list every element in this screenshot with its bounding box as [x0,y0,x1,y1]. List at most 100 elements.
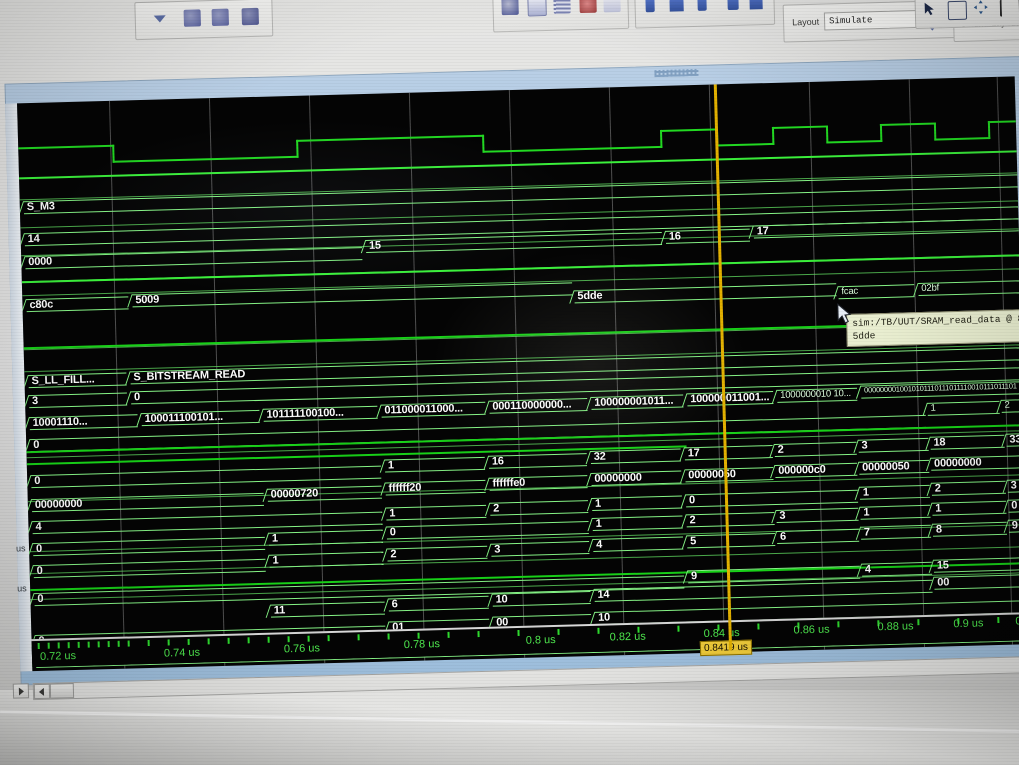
wave-bus-index-counter[interactable]: 0 [31,465,382,489]
bus-value: 15 [936,559,949,572]
wave-bus-index-counter[interactable]: 16 [488,453,588,469]
wave-bus-bitstream[interactable]: 100011100101... [141,409,260,427]
restart-icon[interactable] [501,0,519,16]
bus-value: 4 [596,538,603,551]
step-back-icon[interactable] [749,0,763,10]
wave-bus-burst-count[interactable]: 0 [685,489,859,508]
wave-bus-burst-count[interactable]: 1 [859,484,931,500]
window-grip-handle[interactable] [654,68,699,78]
wave-bus-sram-read-data[interactable]: 02bf [918,280,1019,297]
dropdown-arrow-icon[interactable] [153,15,166,23]
wave-bus-offset[interactable]: 000000c0 [775,462,858,478]
step-over-icon[interactable] [669,0,684,12]
wave-bus-ll-fill-state[interactable]: S_LL_FILL... [28,372,127,389]
wave-bus-enable-flag[interactable]: 2 [1001,399,1019,413]
wave-bus-fifo-level[interactable]: 00 [934,574,1019,590]
wave-bus-sram-read-data[interactable]: fcac [838,284,915,300]
wave-canvas[interactable]: S_M3 14 0000 15 16 17 c80c [17,76,1019,672]
wave-bus-index-counter[interactable]: 2 [774,441,857,457]
wave-bus-valid-flag[interactable]: 4 [861,561,933,577]
wave-bus-read-enable[interactable]: 1 [932,500,1007,516]
scroll-thumb[interactable] [49,683,75,699]
wave-bus-write-enable[interactable]: 1 [269,551,384,568]
bus-value: 1 [271,532,278,545]
wave-bus-bitstream[interactable]: 1000000010 10... [777,387,858,403]
compare-stop-icon[interactable] [211,8,229,27]
pan-mode-icon[interactable] [973,0,991,17]
step-out-icon[interactable] [697,0,707,11]
wave-bus-read-enable[interactable]: 0 [32,536,266,557]
wave-bus-offset[interactable]: 00000000 [31,492,264,513]
step-icon[interactable] [645,0,655,13]
wave-bus-index-counter[interactable]: 33 [1006,433,1019,447]
cursor-time-flag[interactable]: 0.8419 us [699,639,753,657]
wave-bus-burst-count[interactable]: 3 [1007,479,1019,493]
wave-bus-write-enable[interactable]: 0 [33,558,266,579]
wave-bus-index-counter[interactable]: 3 [858,437,929,453]
wave-bus-index-counter[interactable]: 18 [930,434,1005,450]
zoom-mode-icon[interactable] [947,0,968,21]
wave-bus-offset[interactable]: ffffff20 [385,479,486,496]
time-label: 0.82 us [609,630,646,644]
wave-bus-burst-count[interactable]: 1 [386,504,487,521]
wave-bus-sram-read-data[interactable]: c80c [26,296,129,313]
wave-bus-bitstream[interactable]: 101111100100... [263,405,378,422]
wave-bus-write-enable[interactable]: 5 [686,533,776,549]
wave-bus-burst-count[interactable]: 1 [591,495,683,511]
wave-bus-write-enable[interactable]: 9 [1008,519,1019,533]
run-icon[interactable] [527,0,547,17]
scroll-left-button[interactable] [33,683,51,700]
wave-bus-read-enable[interactable]: 1 [592,515,683,531]
wave-bus-read-enable[interactable]: 3 [776,507,859,523]
compare-run-icon[interactable] [183,9,202,27]
wave-bus-index-counter[interactable]: 1 [384,456,486,473]
wave-bus-bitstream[interactable]: 000110000000... [489,398,588,414]
wave-bus-write-enable[interactable]: 7 [860,524,932,540]
wave-bus-fifo-level[interactable]: 6 [388,595,489,612]
wave-bus-offset[interactable]: ffffffe0 [489,475,588,491]
wave-bus-offset[interactable]: 00000050 [685,467,774,483]
wave-bus-valid-flag[interactable]: 9 [687,565,861,584]
bus-value: 9 [1011,519,1018,532]
wave-bus-burst-count[interactable]: 2 [931,480,1006,496]
wave-bus-bitstream[interactable]: 011000011000... [381,401,486,418]
scroll-right-outer-button[interactable] [12,683,30,699]
wave-bus-fifo-level[interactable]: 11 [270,601,385,618]
time-label: 0.72 us [39,649,77,663]
break-icon[interactable] [579,0,597,14]
continue-run-icon[interactable] [553,0,571,14]
wave-bus-bitstream[interactable]: 100000011001... [687,391,774,407]
wave-bus-write-enable[interactable]: 2 [387,545,488,562]
wave-bus-write-enable[interactable]: 3 [491,541,590,557]
wave-bus-fifo-level[interactable]: 10 [492,591,591,607]
wave-bus-write-enable[interactable]: 8 [932,521,1008,537]
bus-value: 02bf [921,282,940,294]
wave-bus-enable-flag[interactable]: 1 [927,400,1000,416]
select-mode-icon[interactable] [924,1,941,18]
compare-options-icon[interactable] [241,7,259,26]
wave-bus-read-enable[interactable]: 2 [686,512,775,528]
stop-icon[interactable] [603,0,621,13]
wave-bus-read-enable[interactable]: 1 [268,529,384,546]
wave-bus-offset[interactable]: 00000000 [591,470,682,486]
wave-bus-bitstream[interactable]: 100000001011... [591,394,684,410]
wave-bus-offset[interactable]: 00000000 [930,455,1019,471]
wave-bus-offset[interactable]: 00000720 [267,485,382,502]
wave-bus-valid-flag[interactable]: 15 [933,557,1019,573]
wave-bus-read-enable[interactable]: 1 [860,504,931,520]
wave-bus-address[interactable]: 16 [665,228,751,244]
wave-bus-index-counter[interactable]: 32 [590,448,681,464]
wave-bus-phase-counter[interactable]: 3 [28,392,128,409]
horizontal-scrollbar[interactable] [32,656,1019,701]
wave-bus-bitstream[interactable]: 10001110... [29,414,138,431]
wave-bus-write-enable[interactable]: 4 [593,536,684,552]
bus-value: ffffffe0 [492,476,526,490]
bus-value: 1 [594,497,602,510]
wave-bus-offset[interactable]: 00000050 [859,459,930,475]
wave-bus-index-counter[interactable]: 17 [684,445,773,461]
wave-bus-write-enable[interactable]: 6 [776,528,860,544]
measure-icon[interactable] [999,0,1019,17]
wave-bus-burst-count[interactable]: 2 [489,500,589,516]
step-into-icon[interactable] [727,0,739,11]
wave-bus-read-enable[interactable]: 0 [1008,499,1019,513]
